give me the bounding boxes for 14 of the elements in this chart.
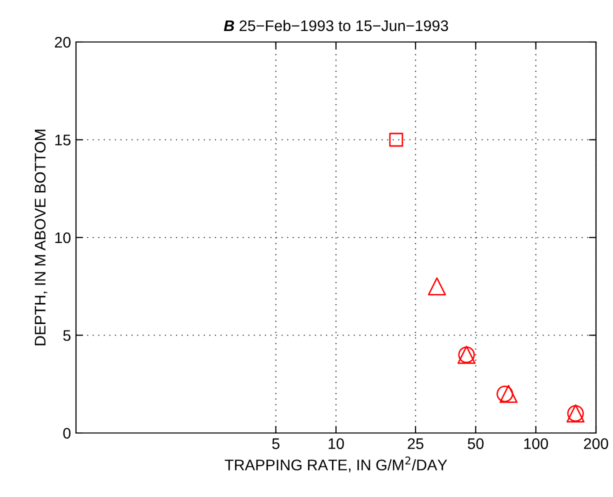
y-tick-label: 5 — [63, 330, 70, 341]
x-tick-label: 5 — [272, 438, 280, 450]
y-tick-label: 10 — [55, 232, 71, 244]
y-tick-label: 0 — [63, 428, 71, 439]
y-tick-label: 15 — [55, 134, 70, 146]
x-tick-label: 200 — [584, 438, 608, 450]
y-axis-title: DEPTH, IN M ABOVE BOTTOM — [34, 130, 48, 346]
x-tick-label: 100 — [524, 438, 548, 450]
x-tick-label: 50 — [468, 438, 484, 450]
x-tick-label: 10 — [328, 438, 344, 450]
chart-title: B 25−Feb−1993 to 15−Jun−1993 — [224, 20, 448, 32]
x-axis-title: TRAPPING RATE, IN G/M$^{2}$/DAY — [224, 456, 448, 472]
y-tick-label: 20 — [54, 36, 71, 48]
x-tick-label: 25 — [408, 438, 424, 450]
